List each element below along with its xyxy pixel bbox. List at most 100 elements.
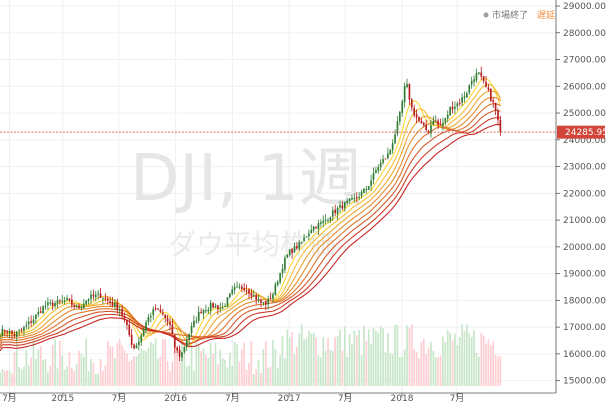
candle-body[interactable] (150, 316, 152, 318)
candle-body[interactable] (367, 186, 370, 190)
candle-body[interactable] (193, 320, 195, 327)
candle-body[interactable] (32, 319, 35, 324)
candle-body[interactable] (106, 299, 109, 301)
candlesticks[interactable] (0, 66, 502, 362)
candle-body[interactable] (434, 120, 437, 122)
candle-body[interactable] (166, 318, 169, 322)
candle-body[interactable] (188, 334, 190, 341)
candle-body[interactable] (35, 314, 37, 319)
candle-body[interactable] (56, 300, 59, 304)
candle-body[interactable] (319, 222, 322, 224)
candle-body[interactable] (296, 246, 298, 249)
candle-body[interactable] (68, 298, 71, 300)
candle-body[interactable] (375, 170, 377, 173)
candle-body[interactable] (190, 326, 193, 334)
candle-body[interactable] (346, 200, 349, 203)
candle-body[interactable] (255, 295, 258, 300)
candle-body[interactable] (341, 205, 344, 209)
candle-body[interactable] (99, 293, 102, 298)
candle-body[interactable] (327, 220, 329, 222)
candle-body[interactable] (248, 289, 250, 294)
candle-body[interactable] (478, 72, 480, 74)
candle-body[interactable] (418, 116, 420, 121)
candle-body[interactable] (252, 295, 255, 297)
candle-body[interactable] (240, 286, 243, 289)
candle-body[interactable] (159, 309, 162, 313)
candle-body[interactable] (217, 305, 219, 310)
candle-body[interactable] (224, 306, 226, 308)
candle-body[interactable] (494, 102, 497, 111)
candle-body[interactable] (111, 302, 114, 306)
candle-body[interactable] (202, 310, 205, 314)
candle-body[interactable] (284, 257, 286, 270)
candle-body[interactable] (104, 297, 107, 299)
candle-body[interactable] (305, 236, 308, 238)
candle-body[interactable] (437, 120, 439, 125)
candle-body[interactable] (173, 334, 176, 348)
candle-body[interactable] (114, 303, 116, 307)
candle-body[interactable] (401, 101, 404, 113)
candle-body[interactable] (49, 302, 52, 304)
candle-body[interactable] (94, 294, 97, 298)
candle-body[interactable] (264, 301, 267, 305)
candle-body[interactable] (164, 314, 167, 319)
candle-body[interactable] (85, 300, 88, 305)
candle-body[interactable] (300, 241, 303, 243)
candle-body[interactable] (97, 293, 99, 295)
candle-body[interactable] (387, 153, 389, 159)
candle-body[interactable] (243, 288, 246, 290)
candle-body[interactable] (274, 284, 277, 296)
candle-body[interactable] (415, 114, 418, 118)
candle-body[interactable] (178, 349, 181, 357)
candle-body[interactable] (30, 321, 32, 323)
candle-body[interactable] (281, 268, 284, 274)
candle-body[interactable] (439, 124, 442, 126)
candle-body[interactable] (451, 106, 454, 110)
candle-body[interactable] (15, 331, 18, 337)
candle-body[interactable] (358, 196, 360, 198)
candle-body[interactable] (315, 227, 317, 229)
candle-body[interactable] (197, 311, 200, 321)
candle-body[interactable] (128, 324, 131, 336)
candle-body[interactable] (0, 335, 1, 338)
candle-body[interactable] (25, 325, 28, 327)
candle-body[interactable] (102, 298, 104, 300)
candle-body[interactable] (480, 72, 483, 77)
candle-body[interactable] (140, 335, 143, 343)
candle-body[interactable] (260, 300, 262, 303)
candle-body[interactable] (169, 322, 171, 326)
candle-body[interactable] (90, 294, 92, 300)
candle-body[interactable] (47, 302, 49, 305)
delayed-text[interactable]: 遅延 (537, 9, 555, 21)
candle-body[interactable] (269, 298, 272, 300)
candle-body[interactable] (379, 162, 382, 168)
candle-body[interactable] (425, 124, 428, 131)
candle-body[interactable] (353, 197, 356, 199)
candle-body[interactable] (183, 346, 186, 352)
candle-body[interactable] (454, 106, 456, 109)
candle-body[interactable] (410, 99, 413, 108)
candle-body[interactable] (324, 219, 327, 221)
candle-body[interactable] (70, 299, 73, 305)
candle-body[interactable] (485, 81, 487, 87)
price-axis[interactable]: 15000.00 16000.00 17000.00 18000.00 19000.00… (555, 0, 606, 393)
candle-body[interactable] (458, 102, 461, 104)
candle-body[interactable] (406, 83, 408, 87)
candle-body[interactable] (475, 72, 478, 81)
candle-body[interactable] (288, 249, 291, 256)
candle-body[interactable] (51, 302, 54, 306)
candle-body[interactable] (331, 210, 334, 217)
candle-body[interactable] (209, 303, 212, 311)
candle-body[interactable] (329, 217, 332, 221)
candle-body[interactable] (461, 97, 463, 103)
candle-body[interactable] (20, 329, 23, 331)
candle-body[interactable] (343, 201, 346, 209)
candle-body[interactable] (54, 303, 56, 306)
candle-body[interactable] (154, 308, 157, 310)
candle-body[interactable] (147, 317, 150, 322)
candle-body[interactable] (145, 322, 147, 331)
candle-body[interactable] (351, 197, 353, 200)
candle-body[interactable] (18, 330, 20, 332)
candle-body[interactable] (229, 293, 231, 298)
candle-body[interactable] (63, 300, 66, 302)
